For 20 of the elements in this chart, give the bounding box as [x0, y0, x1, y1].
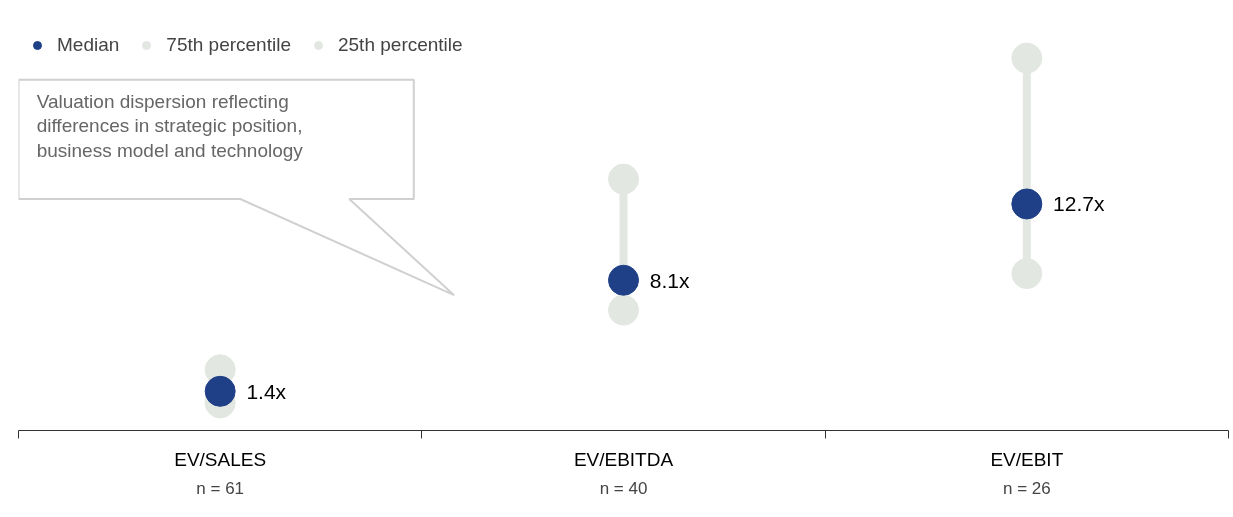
point [1011, 42, 1043, 74]
text: n = 61 [196, 478, 245, 498]
point [608, 264, 639, 296]
data-label: 12.7x [1053, 192, 1105, 216]
x-tick-label: EV/EBIT [990, 448, 1064, 470]
point [204, 375, 236, 407]
data-label: 8.1x [649, 268, 690, 292]
annotation: Valuation dispersion reflecting differences in strategic position, business model and technology [36, 91, 304, 161]
point [608, 163, 639, 195]
x-tick-label: EV/EBITDA [573, 448, 674, 470]
text: n = 26 [1002, 478, 1051, 498]
data-label: 1.4x [246, 379, 287, 403]
text: n = 40 [599, 478, 648, 498]
legend-label: 25th percentile [337, 34, 463, 56]
x-tick-label: EV/SALES [174, 448, 267, 470]
legend-label: Median [57, 34, 120, 56]
point [1011, 258, 1043, 290]
point [608, 294, 639, 326]
legend-label: 75th percentile [166, 34, 291, 56]
point [1011, 188, 1043, 220]
